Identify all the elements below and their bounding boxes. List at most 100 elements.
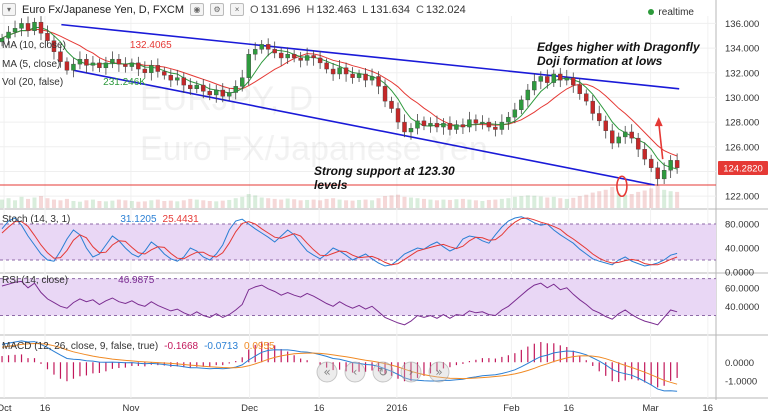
volume-bar	[324, 198, 329, 208]
x-tick-label: 2016	[386, 403, 407, 414]
annotation-support: Strong support at 123.30 levels	[314, 164, 455, 192]
candle-body	[350, 73, 355, 78]
volume-bar	[506, 198, 511, 208]
macd-histogram-bar	[40, 362, 42, 364]
volume-bar	[616, 193, 621, 208]
candle-body	[168, 75, 174, 81]
collapse-icon[interactable]: ▾	[2, 3, 16, 16]
volume-bar	[480, 201, 485, 208]
macd-histogram-bar	[462, 362, 464, 364]
candle-body	[233, 86, 238, 93]
macd-histogram-bar	[241, 357, 243, 363]
volume-bar	[350, 200, 355, 208]
macd-histogram-bar	[670, 362, 672, 381]
ohlc-low: L 131.634	[362, 3, 410, 16]
volume-bar	[454, 199, 459, 208]
pan-right-icon: ›	[409, 365, 414, 379]
macd-histogram-bar	[351, 362, 354, 373]
macd-histogram-bar	[364, 362, 367, 372]
candle-body	[90, 62, 96, 66]
macd-signal-line	[1, 342, 678, 385]
macd-histogram-bar	[397, 362, 399, 379]
candle-body	[545, 76, 550, 83]
settings-icon[interactable]: ⚙	[210, 3, 225, 16]
macd-histogram-bar	[631, 362, 633, 380]
volume-bar	[45, 198, 50, 208]
candle-body	[499, 121, 505, 130]
candle-body	[460, 124, 466, 128]
volume-bar	[545, 197, 550, 208]
candle-body	[149, 65, 154, 73]
candle-body	[64, 61, 70, 71]
volume-bar	[285, 198, 290, 208]
x-tick-label: Mar	[642, 403, 658, 414]
candle-body	[175, 77, 180, 81]
eye-icon[interactable]: ◉	[190, 3, 205, 16]
volume-bar	[194, 199, 199, 208]
candle-body	[428, 123, 433, 127]
volume-bar	[376, 198, 381, 208]
macd-histogram-bar	[514, 353, 516, 363]
close-icon[interactable]: ×	[230, 3, 245, 16]
volume-bar	[84, 200, 89, 208]
candle-body	[97, 62, 102, 69]
legend-stoch[interactable]: Stoch (14, 3, 1) 31.1205 25.4431	[2, 214, 199, 225]
volume-bar	[136, 201, 141, 208]
candle-body	[252, 49, 258, 55]
candle-body	[278, 52, 284, 59]
macd-histogram-bar	[371, 362, 373, 371]
macd-histogram-bar	[494, 358, 496, 363]
macd-histogram-bar	[436, 362, 438, 372]
candle-body	[655, 167, 660, 180]
channel-lower-line	[73, 69, 655, 186]
legend-vol[interactable]: Vol (20, false) 231.246K	[2, 77, 146, 88]
candle-body	[12, 28, 18, 33]
candle-body	[376, 76, 381, 87]
legend-ma10[interactable]: MA (10, close) 132.4065	[2, 40, 172, 51]
legend-rsi[interactable]: RSI (14, close) 46.9875	[2, 275, 155, 286]
macd-histogram-bar	[481, 358, 483, 363]
volume-bar	[571, 197, 576, 208]
macd-histogram-bar	[306, 360, 308, 363]
candle-body	[480, 121, 485, 124]
x-tick-label: Dec	[241, 403, 258, 414]
candle-body	[194, 84, 199, 89]
candle-body	[19, 23, 24, 29]
legend-macd[interactable]: MACD (12, 26, close, 9, false, true) -0.1…	[2, 341, 275, 352]
candle-body	[58, 51, 63, 62]
rsi-tick-label: 60.0000	[725, 283, 759, 294]
candle-body	[103, 62, 109, 69]
candle-body	[116, 58, 122, 65]
macd-histogram-bar	[416, 362, 419, 378]
macd-histogram-bar	[209, 362, 211, 367]
watermark-symbol: EURJPY, D	[140, 80, 314, 118]
candle-body	[32, 21, 37, 32]
volume-bar	[103, 201, 108, 208]
volume-bar	[318, 200, 323, 208]
candle-body	[220, 89, 225, 97]
macd-histogram-bar	[358, 362, 360, 372]
volume-bar	[77, 201, 82, 208]
candle-body	[454, 124, 459, 130]
legend-ma5[interactable]: MA (5, close)	[2, 59, 61, 70]
macd-histogram-bar	[338, 362, 341, 370]
macd-histogram-bar	[92, 362, 94, 374]
ohlc-open: O 131.696	[250, 3, 301, 16]
candle-body	[629, 131, 634, 139]
candle-body	[622, 131, 628, 138]
candle-body	[304, 55, 310, 61]
volume-bar	[311, 199, 316, 208]
symbol-title[interactable]: Euro Fx/Japanese Yen, D, FXCM	[22, 3, 185, 16]
volume-bar	[97, 201, 102, 208]
price-tick-label: 128.000	[725, 118, 759, 129]
volume-bar	[649, 188, 654, 208]
volume-bar	[584, 194, 589, 208]
macd-histogram-bar	[663, 362, 665, 386]
candle-body	[421, 120, 427, 127]
macd-histogram-bar	[527, 346, 529, 363]
candle-body	[6, 31, 11, 39]
macd-tick-label: 0.0000	[725, 358, 754, 369]
volume-bar	[428, 199, 433, 208]
candle-body	[285, 54, 290, 59]
volume-bar	[149, 200, 154, 208]
